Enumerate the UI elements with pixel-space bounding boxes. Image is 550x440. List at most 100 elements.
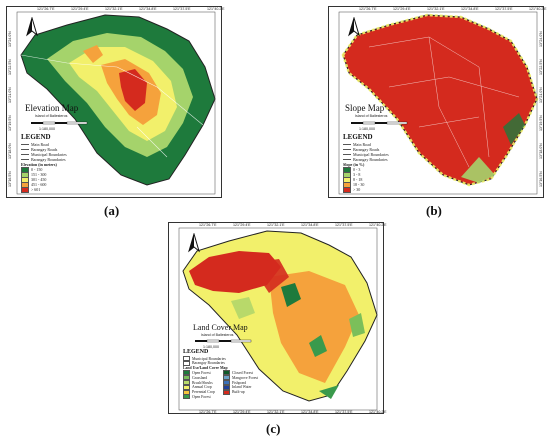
coordinate-label: 13°24.0'N [539,31,543,47]
legend-boundary-item: Main Road [21,142,49,147]
coordinate-label: 121°26.7'E [359,7,377,11]
north-arrow-icon [348,17,360,37]
panel-elevation: Elevation Map Island of Ballesteros 1:18… [6,6,225,198]
coordinate-label: 13°16.5'N [8,171,12,187]
caption-b: (b) [426,203,442,218]
legend-label: Barangay Roads [31,147,58,152]
coordinate-label: 121°40.2'E [369,410,387,414]
color-swatch [223,370,230,376]
legend-label: Barangay Boundaries [192,361,225,366]
legend-label: Open Forest [192,394,211,399]
legend-label: Barangay Boundaries [353,157,388,162]
coordinate-label: 13°18.0'N [539,143,543,159]
color-swatch [183,394,190,400]
coordinate-label: 13°16.5'N [539,171,543,187]
coordinate-label: 121°29.4'E [71,7,89,11]
panel-slope: Slope Map Island of Ballesteros 1:180,00… [328,6,547,198]
map-title: Land Cover Map [193,323,248,332]
legend-class-item: Brush/Shrubs [183,380,213,385]
legend-label: Main Road [353,142,371,147]
legend-label: Inland Water [232,385,252,390]
legend-label: 451 - 600 [31,182,47,188]
coordinate-label: 121°34.8'E [139,7,157,11]
coordinate-label: 121°29.4'E [233,410,251,414]
coordinate-label: 13°22.5'N [539,59,543,75]
color-swatch [183,384,190,390]
legend-label: Perennial Crop [192,390,215,395]
legend-class-item: Open Forest [183,394,211,400]
legend-label: Municipal Boundaries [353,152,389,157]
legend-label: Municipal Boundaries [192,356,226,361]
line-symbol-icon [343,144,351,145]
legend-label: Barangay Boundaries [31,157,66,162]
legend-label: Built-up [232,390,245,395]
coordinate-label: 121°32.1'E [267,410,285,414]
coordinate-label: 121°40.2'E [369,223,387,227]
legend-label: > 30 [353,187,361,193]
coordinate-label: 121°34.8'E [301,410,319,414]
legend-label: Municipal Boundaries [31,152,67,157]
north-arrow-icon [188,233,200,253]
coordinate-label: 121°29.4'E [233,223,251,227]
legend-label: > 601 [31,187,41,193]
legend-boundary-item: Municipal Boundaries [343,152,389,157]
legend-subtitle: Land Use/Land Cover Map [183,365,228,370]
color-swatch [223,384,230,390]
legend-label: 3 - 8 [353,172,361,178]
color-swatch [183,375,190,381]
coordinate-label: 121°37.5'E [173,7,191,11]
line-symbol-icon [343,159,351,160]
coordinate-label: 121°37.5'E [335,223,353,227]
legend-label: Main Road [31,142,49,147]
panel-landcover: Land Cover Map Island of Ballesteros 1:1… [168,222,387,414]
legend-title: LEGEND [21,133,51,141]
elevation-map-graphic [16,11,216,195]
legend-boundary-item: Barangay Roads [21,147,57,152]
color-swatch [183,389,190,395]
coordinate-label: 121°26.7'E [199,410,217,414]
legend-label: Mangrove Forest [232,375,259,380]
legend-label: 8 - 18 [353,177,363,183]
legend-boundary-item: Municipal Boundaries [183,356,226,361]
coordinate-label: 121°29.4'E [393,7,411,11]
coordinate-label: 121°32.1'E [427,7,445,11]
legend-class-item: Closed Forest [223,370,253,376]
legend-class-item: Open Forest [183,370,211,376]
line-symbol-icon [21,154,29,155]
color-swatch [223,380,230,385]
scale-text: 1:180,000 [359,127,375,131]
color-swatch [183,370,190,376]
scale-bar [351,121,408,125]
slope-map-graphic [338,11,539,195]
legend-label: Barangay Roads [353,147,380,152]
scale-bar [31,121,88,125]
legend-class-item: Inland Water [223,384,252,390]
color-swatch [21,187,29,193]
coordinate-label: 121°34.8'E [301,223,319,227]
caption-a: (a) [104,203,120,218]
coordinate-label: 121°40.2'E [207,7,225,11]
north-arrow-icon [26,17,38,37]
map-subtitle: Island of Ballesteros [35,114,68,118]
coordinate-label: 13°22.5'N [8,59,12,75]
coordinate-label: 121°40.2'E [529,7,547,11]
legend-boundary-item: Municipal Boundaries [21,152,67,157]
landcover-map-graphic [178,227,378,411]
caption-c: (c) [266,421,281,436]
coordinate-label: 121°32.1'E [267,223,285,227]
legend-class-item: Built-up [223,389,245,395]
legend-boundary-item: Main Road [343,142,371,147]
coordinate-label: 13°24.0'N [8,31,12,47]
legend-class-item: Fishpond [223,380,246,385]
legend-class-item: Annual Crop [183,384,212,390]
legend-boundary-item: Barangay Boundaries [343,157,388,162]
coordinate-label: 121°32.1'E [105,7,123,11]
legend-label: Annual Crop [192,385,212,390]
map-title: Elevation Map [25,103,79,113]
color-swatch [343,187,351,193]
legend-label: Fishpond [232,380,247,385]
legend-title: LEGEND [183,349,209,355]
legend-class-item: Perennial Crop [183,389,215,395]
coordinate-label: 13°19.5'N [539,115,543,131]
map-subtitle: Island of Ballesteros [201,333,234,337]
